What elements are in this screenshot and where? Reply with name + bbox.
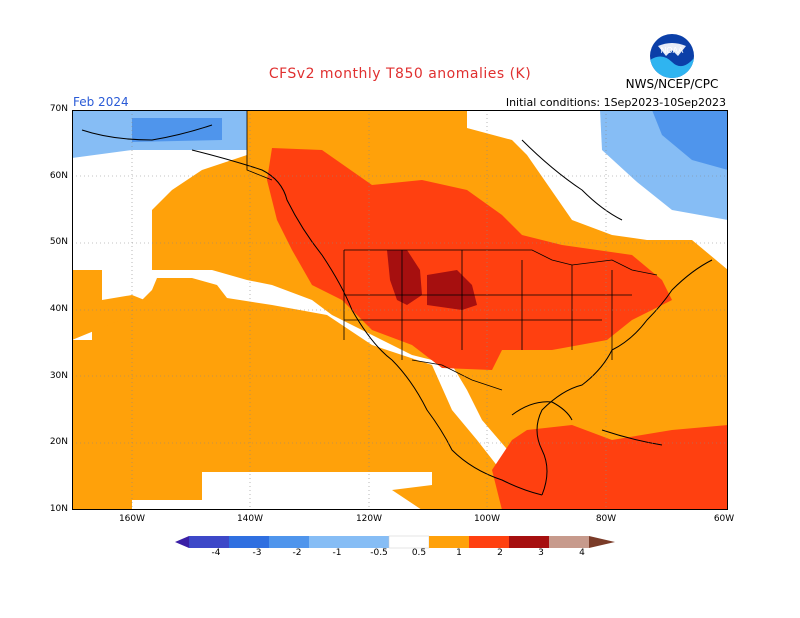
lat-label-40n: 40N (49, 304, 68, 314)
colorbar-over (589, 536, 615, 548)
noaa-logo: NOAA (650, 34, 694, 78)
anomaly-region-blue-labrador (652, 110, 728, 170)
colorbar-label: 3 (538, 548, 544, 558)
lat-label-10n: 10N (49, 504, 68, 514)
lat-label-70n: 70N (49, 104, 68, 114)
lat-label-20n: 20N (49, 437, 68, 447)
map-frame (72, 110, 728, 510)
temperature-anomaly-map (72, 110, 728, 510)
colorbar-label: -3 (252, 548, 262, 558)
colorbar-label: 1 (456, 548, 462, 558)
colorbar-under (175, 536, 189, 548)
lat-label-60n: 60N (49, 171, 68, 181)
lon-label-80w: 80W (595, 514, 617, 524)
anomaly-region-red-caribbean (492, 425, 728, 510)
agency-label: NWS/NCEP/CPC (625, 77, 719, 91)
lon-label-100w: 100W (473, 514, 501, 524)
colorbar-label: -1 (332, 548, 342, 558)
colorbar (175, 535, 615, 549)
colorbar-bin (309, 536, 349, 548)
anomaly-region-darkred-rockies (387, 250, 422, 305)
colorbar-bin (429, 536, 469, 548)
colorbar-label: 0.5 (411, 548, 427, 558)
colorbar-bin (269, 536, 309, 548)
lat-label-50n: 50N (49, 237, 68, 247)
colorbar-label: -2 (292, 548, 302, 558)
colorbar-label: 4 (579, 548, 585, 558)
anomaly-region-blue-gulf-alaska (132, 118, 222, 142)
colorbar-bin (549, 536, 589, 548)
anomaly-region-darkred-plains (427, 270, 477, 310)
colorbar-bin (509, 536, 549, 548)
colorbar-bin (189, 536, 229, 548)
lon-label-160w: 160W (118, 514, 146, 524)
initial-conditions: Initial conditions: 1Sep2023-10Sep2023 (505, 96, 726, 109)
lon-label-140w: 140W (236, 514, 264, 524)
colorbar-label: -0.5 (370, 548, 388, 558)
lon-label-60w: 60W (713, 514, 735, 524)
colorbar-label: -4 (211, 548, 221, 558)
colorbar-bin (349, 536, 389, 548)
anomaly-region-orange-west-pacific (72, 270, 157, 340)
colorbar-label: 2 (497, 548, 503, 558)
coastlines (81, 124, 713, 496)
logo-text: NOAA (661, 46, 684, 55)
lon-label-120w: 120W (355, 514, 383, 524)
colorbar-bin (229, 536, 269, 548)
colorbar-bin (469, 536, 509, 548)
map-title: CFSv2 monthly T850 anomalies (K) (268, 66, 532, 82)
graticule (72, 110, 728, 510)
forecast-month: Feb 2024 (73, 95, 129, 109)
anomaly-region-red-north-america (267, 148, 672, 370)
political-borders (246, 110, 658, 391)
colorbar-bin (388, 535, 430, 549)
lat-label-30n: 30N (49, 371, 68, 381)
